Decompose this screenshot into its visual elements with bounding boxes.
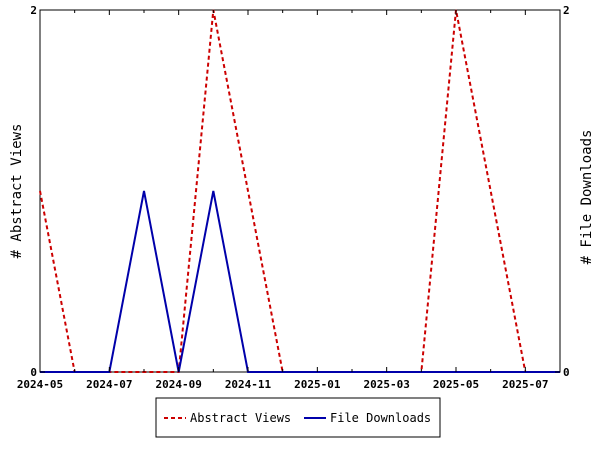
y2-axis-title: # File Downloads [579,130,595,265]
x-tick-label: 2024-11 [225,378,272,391]
x-tick-label: 2024-07 [86,378,132,391]
series-line-file-downloads [40,190,560,373]
x-tick-label: 2025-07 [502,378,548,391]
series-layer [39,9,560,373]
y-axis-title: # Abstract Views [9,124,25,259]
x-tick-label: 2024-09 [155,378,201,391]
y2-tick-label: 2 [563,4,570,17]
legend-label-file-downloads: File Downloads [330,411,431,425]
x-tick-label: 2025-05 [433,378,479,391]
legend: Abstract Views File Downloads [155,397,441,438]
y-axis-right: 02 [555,4,570,379]
plot-area [39,9,561,373]
y2-tick-label: 0 [563,366,570,379]
legend-box [155,397,441,438]
x-tick-label: 2024-05 [17,378,63,391]
y-axis-left: 02 [30,4,45,379]
x-tick-label: 2025-03 [363,378,409,391]
x-axis: 2024-05 2024-07 2024-09 2024-11 2025-01 2025-… [17,10,561,391]
y-tick-label: 0 [30,366,37,379]
y-tick-label: 2 [30,4,37,17]
legend-label-abstract-views: Abstract Views [190,411,291,425]
x-tick-label: 2025-01 [294,378,341,391]
